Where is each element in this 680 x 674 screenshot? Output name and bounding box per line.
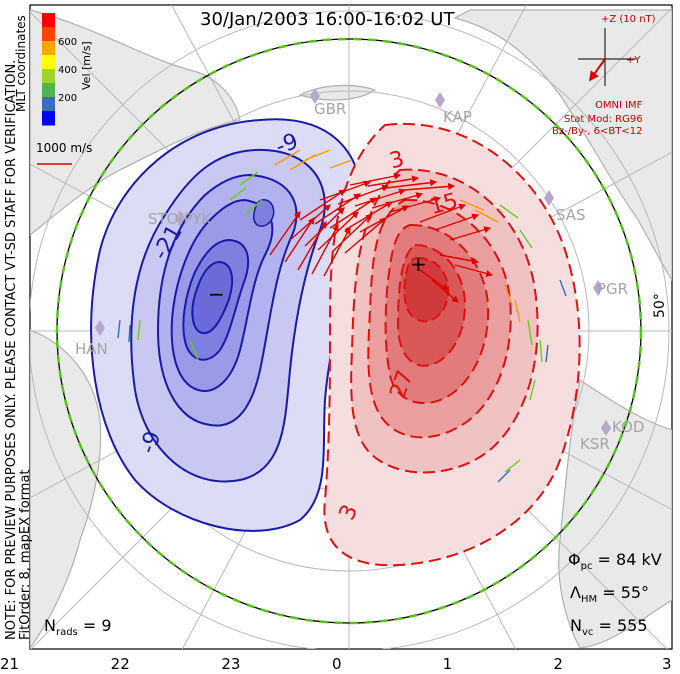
- cross-polar-potential: Φpc = 84 kV: [568, 550, 662, 573]
- velocity-vectors: [117, 149, 567, 483]
- potential-maximum-marker: +: [410, 252, 427, 276]
- mlt-tick-label: 2: [553, 655, 563, 673]
- station-markers: [95, 88, 611, 436]
- station-han: HAN: [75, 340, 108, 358]
- map-title: 30/Jan/2003 16:00-16:02 UT: [200, 9, 455, 30]
- mlt-tick-label: 0: [332, 655, 342, 673]
- colorbar-swatch: [42, 97, 55, 112]
- station-kod: KOD: [612, 418, 645, 436]
- colorbar-swatch: [42, 55, 55, 70]
- station-gbr: GBR: [314, 100, 347, 118]
- stat-model: Stat Mod: RG96: [564, 114, 643, 125]
- imf-z-label: +Z (10 nT): [601, 14, 656, 25]
- imf-dial: [578, 28, 636, 86]
- colorbar-tick-200: 200: [58, 93, 78, 104]
- station-sas: SAS: [556, 206, 586, 224]
- fit-order-note: FitOrder: 8, mapEX format: [18, 469, 33, 640]
- colorbar-swatch: [42, 41, 55, 56]
- mlt-tick-label: 23: [221, 655, 241, 673]
- imf-condition: Bz-/By-, 6<BT<12: [552, 126, 643, 137]
- imf-y-label: +Y: [626, 55, 641, 66]
- imf-source: OMNI IMF: [595, 100, 643, 111]
- station-kap: KAP: [443, 108, 472, 126]
- coordinate-label: MLT coordinates: [14, 15, 28, 112]
- colorbar-swatch: [42, 69, 55, 84]
- mlt-tick-label: 21: [0, 655, 20, 673]
- mlt-tick-label: 3: [662, 655, 672, 673]
- colorbar-tick-400: 400: [58, 65, 78, 76]
- reference-vector-label: 1000 m/s: [36, 141, 93, 155]
- colorbar-tick-600: 600: [58, 37, 78, 48]
- mlt-tick-label: 22: [110, 655, 130, 673]
- preview-note: NOTE: FOR PREVIEW PURPOSES ONLY. PLEASE …: [4, 59, 19, 640]
- station-sto-pyk: STO/PYK: [148, 210, 212, 228]
- mlt-tick-label: 1: [442, 655, 453, 673]
- latitude-label: 50°: [652, 293, 668, 318]
- radar-count: Nrads = 9: [44, 616, 112, 639]
- potential-minimum-marker: −: [208, 282, 225, 306]
- vector-count: Nvc = 555: [570, 616, 648, 639]
- station-ksr: KSR: [580, 435, 610, 453]
- positive-cell: [323, 122, 581, 567]
- colorbar-label: Vel [m/s]: [80, 41, 93, 90]
- velocity-colorbar: [42, 13, 55, 126]
- colorbar-swatch: [42, 111, 55, 126]
- station-pgr: PGR: [597, 280, 629, 298]
- colorbar-swatch: [42, 83, 55, 98]
- hm-latitude: ΛHM = 55°: [570, 583, 650, 606]
- colorbar-swatch: [42, 27, 55, 42]
- colorbar-swatch: [42, 13, 55, 28]
